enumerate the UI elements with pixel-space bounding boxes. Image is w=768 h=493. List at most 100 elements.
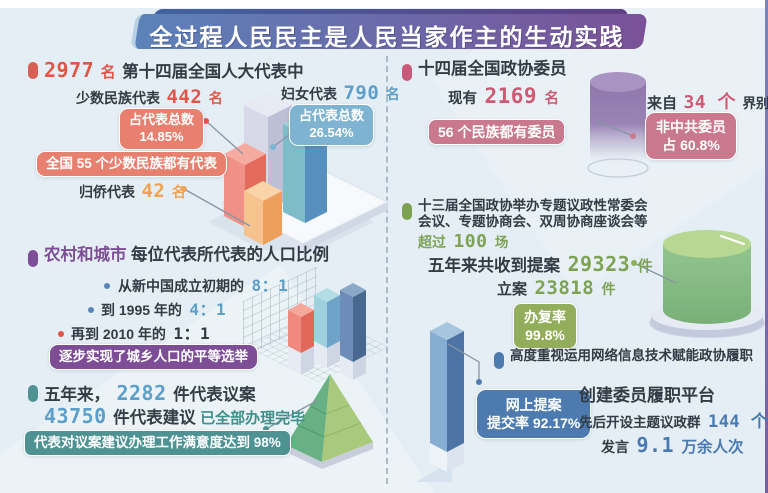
ratio-item3: 再到 2010 年的 1：1 [71,324,210,344]
ethnic-members-badge: 56 个民族都有委员 [428,119,566,146]
proposals-line: 五年来共收到提案 29323 件 [428,252,653,277]
right-border-line [765,0,768,493]
all-ethnic-groups-badge: 全国 55 个少数民族都有代表 [36,151,228,177]
women-label: 妇女代表 [281,86,337,102]
motions-number: 2282 [116,381,167,405]
meetings-number: 100 [453,231,488,252]
sectors-pre: 来自 [647,95,678,112]
section-bullet-cppcc-icon [402,64,412,81]
npc-heading-rest: 第十四届全国人大代表中 [122,63,304,81]
section-bullet-motions-icon [28,385,38,402]
ratio-item2-value: 4：1 [189,300,227,319]
minority-number: 442 [166,86,203,108]
minority-deputies-line: 少数民族代表 442 名 [76,86,223,109]
minority-share-badge: 占代表总数 14.85% [119,108,205,150]
satisfaction-badge: 代表对议案建议办理工作满意度达到 98% [24,430,291,456]
motions-line1: 五年来， 2282 件代表议案 [44,381,256,406]
speech-pre: 发言 [601,439,629,455]
proposals-unit: 件 [637,258,653,275]
ratio-item1-value: 8：1 [251,276,289,295]
motions-line2-tail: 已全部办理完毕 [200,410,306,427]
background-sheen [0,264,465,493]
page-title: 全过程人民民主是人民当家作主的生动实践 [149,24,625,50]
women-deputies-line: 妇女代表 790 名 [281,82,400,105]
meetings-count-line: 超过 100 场 [418,231,508,253]
equal-election-badge: 逐步实现了城乡人口的平等选举 [49,344,258,370]
women-share-line2: 26.54% [309,124,354,140]
suggestions-number: 43750 [44,404,107,428]
reply-rate-line1: 办复率 [524,309,566,325]
npc-total-unit: 名 [100,64,116,81]
women-share-line1: 占代表总数 [299,108,365,123]
section-bullet-ratio-icon [28,250,38,267]
filed-number: 23818 [534,277,595,299]
groups-pre: 先后开设主题议政群 [579,415,701,430]
motions-line1-rest: 件代表议案 [173,386,256,404]
non-cpc-line2: 占 60.8% [662,137,720,154]
motions-line2-mid: 件代表建议 [113,409,196,427]
cppcc-current-number: 2169 [484,84,538,108]
returned-unit: 名 [171,184,186,200]
ratio-item3-value: 1：1 [173,324,211,343]
women-unit: 名 [385,86,400,102]
returned-number: 42 [141,180,166,202]
women-share-badge: 占代表总数 26.54% [289,104,375,146]
speech-line: 发言 9.1 万余人次 [601,433,744,458]
ratio-item3-dot-icon [58,331,64,337]
sectors-tail: 界别 [742,96,768,111]
digital-heading: 高度重视运用网络信息技术赋能政协履职 [510,348,753,363]
ratio-item1-dot-icon [104,283,110,289]
online-proposal-line1: 网上提案 [505,397,562,413]
minority-share-line1: 占代表总数 [129,112,195,127]
filed-line: 立案 23818 件 [497,277,616,300]
ratio-heading-highlight: 农村和城市 [44,246,127,264]
section-bullet-digital-icon [494,352,504,369]
groups-number: 144 个 [707,412,768,432]
cppcc-current-pre: 现有 [448,91,477,107]
minority-share-line2: 14.85% [139,128,184,144]
ratio-item2: 到 1995 年的 4：1 [101,300,226,320]
section-bullet-meetings-icon [402,203,412,220]
top-margin-strip [0,0,768,8]
ratio-item2-dot-icon [88,307,94,313]
reply-rate-badge: 办复率 99.8% [513,303,577,350]
women-number: 790 [343,82,380,104]
npc-total-number: 2977 [44,58,95,82]
motions-line2: 43750 件代表建议 已全部办理完毕 [44,404,305,429]
online-proposal-badge: 网上提案 提交率 92.17% [476,389,592,440]
meetings-over: 超过 [418,234,446,250]
ratio-item2-text: 到 1995 年的 [101,302,182,318]
non-cpc-line1: 非中共委员 [656,119,726,135]
cppcc-current-line: 现有 2169 名 [448,84,559,109]
speech-tail: 万余人次 [681,439,744,456]
meetings-heading-line2: 会议、专题协商会、双周协商座谈会等 [418,214,648,229]
ratio-item1-text: 从新中国成立初期的 [118,278,244,294]
filed-pre: 立案 [497,281,528,298]
reply-rate-line2: 99.8% [525,327,565,344]
ratio-heading: 农村和城市 每位代表所代表的人口比例 [44,246,329,266]
non-cpc-badge: 非中共委员 占 60.8% [645,112,737,161]
meetings-unit: 场 [494,235,509,250]
green-cylinder [649,230,765,338]
returned-overseas-line: 归侨代表 42 名 [79,180,186,203]
platform-title: 创建委员履职平台 [579,386,715,405]
filed-unit: 件 [601,281,616,297]
sectors-number: 34 个 [683,92,736,113]
groups-line: 先后开设主题议政群 144 个 [579,412,768,432]
cppcc-heading: 十四届全国政协委员 [418,60,567,78]
motions-line1-pre: 五年来， [44,386,110,404]
cppcc-current-unit: 名 [544,91,559,107]
npc-heading: 2977 名 第十四届全国人大代表中 [44,58,304,83]
online-proposal-line2: 提交率 92.17% [487,415,581,432]
returned-label: 归侨代表 [79,184,135,200]
section-bullet-npc-icon [28,62,38,79]
proposals-number: 29323 [567,252,631,276]
ratio-heading-rest: 每位代表所代表的人口比例 [130,246,329,264]
proposals-pre: 五年来共收到提案 [428,257,560,275]
ratio-item1: 从新中国成立初期的 8：1 [118,276,288,296]
speech-number: 9.1 [636,433,675,457]
minority-label: 少数民族代表 [76,90,160,106]
column-divider [386,56,388,484]
sectors-line: 来自 34 个 界别 [647,92,768,114]
